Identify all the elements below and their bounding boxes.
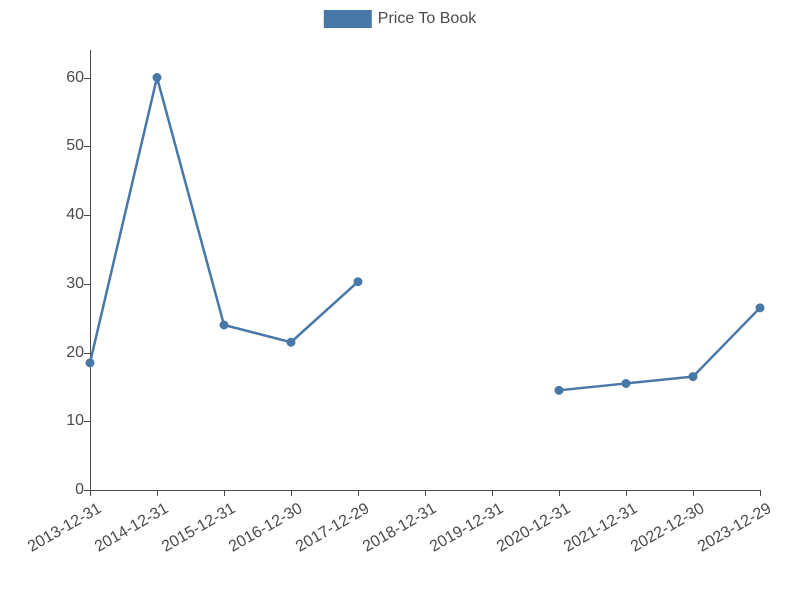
data-point bbox=[354, 278, 362, 286]
series-line bbox=[90, 78, 358, 363]
data-point bbox=[220, 321, 228, 329]
data-point bbox=[153, 74, 161, 82]
data-point bbox=[689, 373, 697, 381]
series-line bbox=[559, 308, 760, 391]
data-point bbox=[622, 379, 630, 387]
data-point bbox=[86, 359, 94, 367]
plot-area bbox=[0, 0, 800, 600]
data-point bbox=[756, 304, 764, 312]
line-chart: Price To Book 0102030405060 2013-12-3120… bbox=[0, 0, 800, 600]
data-point bbox=[555, 386, 563, 394]
data-point bbox=[287, 338, 295, 346]
